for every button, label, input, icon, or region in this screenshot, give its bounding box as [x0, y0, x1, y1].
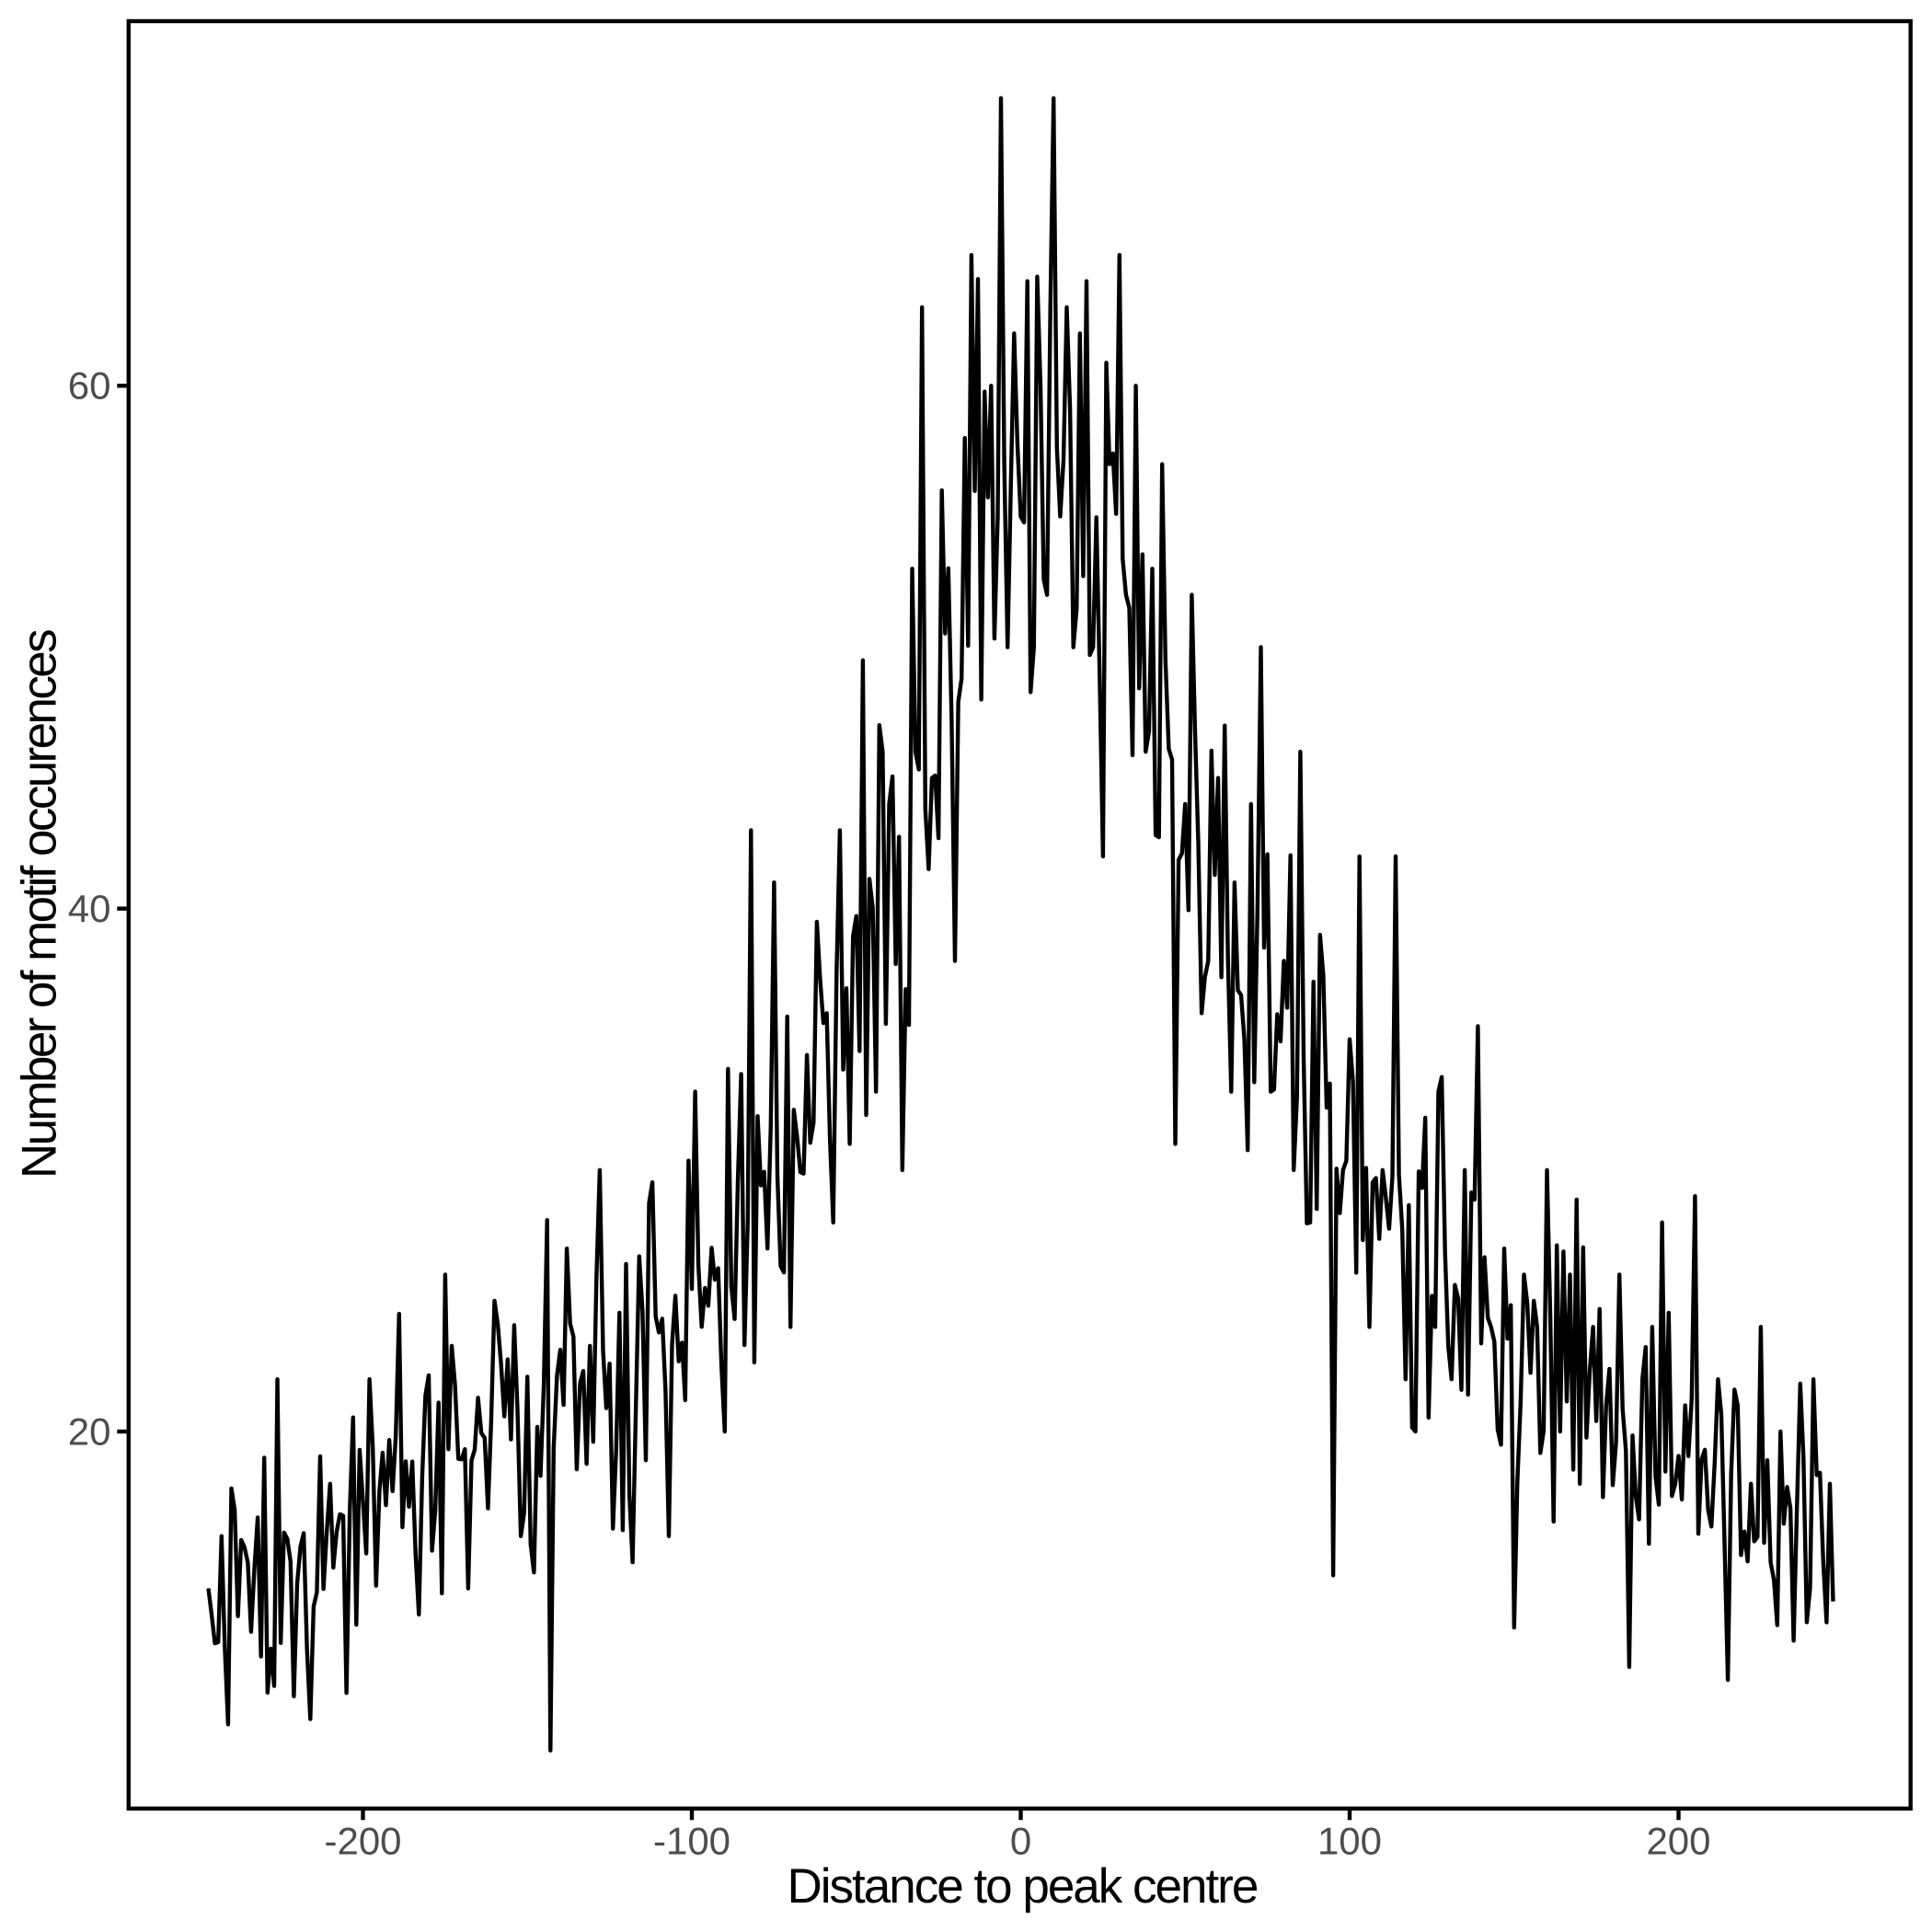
svg-text:20: 20: [68, 1410, 111, 1454]
svg-text:Distance to peak centre: Distance to peak centre: [787, 1859, 1257, 1914]
svg-text:-100: -100: [653, 1820, 730, 1863]
svg-text:100: 100: [1317, 1820, 1382, 1863]
svg-text:0: 0: [1010, 1820, 1031, 1863]
svg-text:Number of motif occurences: Number of motif occurences: [13, 630, 67, 1179]
svg-text:60: 60: [68, 364, 111, 408]
svg-text:40: 40: [68, 887, 111, 930]
svg-text:200: 200: [1646, 1820, 1710, 1863]
svg-text:-200: -200: [324, 1820, 401, 1863]
